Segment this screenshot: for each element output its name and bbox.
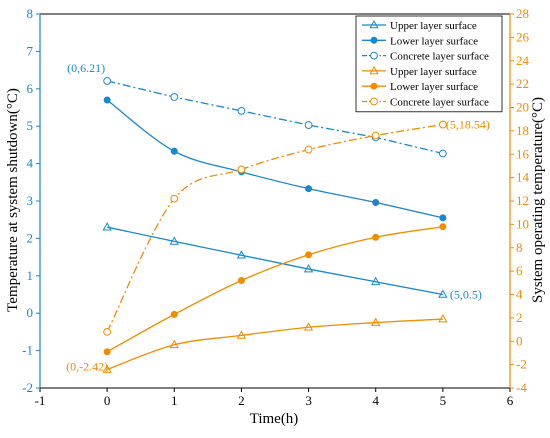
legend-swatch-marker bbox=[370, 36, 378, 44]
right-tick-label: 6 bbox=[516, 263, 523, 278]
left-tick-label: 2 bbox=[27, 230, 34, 245]
data-point-1 bbox=[372, 198, 380, 206]
right-tick-label: 14 bbox=[516, 170, 530, 185]
data-point-4 bbox=[372, 233, 380, 241]
data-point-3 bbox=[169, 339, 179, 349]
data-label: (5,0.5) bbox=[450, 288, 482, 302]
legend-swatch-marker bbox=[370, 82, 378, 90]
right-tick-label: 24 bbox=[516, 53, 530, 68]
right-tick-label: 22 bbox=[516, 76, 529, 91]
series-line-3 bbox=[106, 318, 443, 371]
legend-label: Upper layer surface bbox=[390, 20, 477, 32]
left-axis-title: Temperature at system shutdown(°C) bbox=[5, 88, 21, 312]
left-tick-label: -1 bbox=[22, 343, 33, 358]
legend-label: Upper layer surface bbox=[390, 66, 477, 78]
legend-swatch-marker bbox=[369, 19, 379, 29]
right-tick-label: 8 bbox=[516, 240, 523, 255]
right-tick-label: 2 bbox=[516, 310, 523, 325]
x-tick-label: 4 bbox=[372, 393, 379, 408]
data-point-4 bbox=[305, 251, 313, 259]
data-point-5 bbox=[170, 194, 179, 203]
right-tick-label: 12 bbox=[516, 193, 529, 208]
data-point-4 bbox=[439, 223, 447, 231]
data-point-1 bbox=[439, 214, 447, 222]
x-tick-label: 6 bbox=[507, 393, 514, 408]
data-point-5 bbox=[103, 328, 112, 336]
right-tick-label: -4 bbox=[516, 380, 527, 395]
legend-label: Lower layer surface bbox=[390, 81, 478, 93]
right-tick-label: 0 bbox=[516, 333, 523, 348]
left-tick-label: 8 bbox=[27, 6, 34, 21]
data-point-1 bbox=[305, 185, 313, 193]
x-axis-title: Time(h) bbox=[250, 411, 299, 427]
left-tick-label: 0 bbox=[27, 305, 34, 320]
series-line-5 bbox=[106, 123, 443, 333]
data-point-2 bbox=[237, 106, 246, 115]
data-label: (0,-2.42) bbox=[66, 360, 108, 374]
legend-swatch-marker bbox=[370, 97, 378, 106]
data-point-1 bbox=[103, 96, 111, 104]
x-tick-label: 2 bbox=[238, 393, 245, 408]
data-label: (5,18.54) bbox=[446, 118, 490, 132]
data-point-3 bbox=[303, 322, 314, 331]
legend-swatch-marker bbox=[369, 65, 379, 75]
data-point-2 bbox=[304, 121, 313, 129]
data-point-3 bbox=[236, 330, 247, 339]
data-point-3 bbox=[438, 314, 448, 323]
x-tick-label: -1 bbox=[35, 393, 46, 408]
data-point-4 bbox=[170, 310, 178, 318]
left-tick-label: -2 bbox=[22, 380, 33, 395]
data-point-4 bbox=[103, 348, 111, 356]
right-tick-label: 28 bbox=[516, 6, 529, 21]
right-tick-label: 26 bbox=[516, 29, 530, 44]
right-tick-label: 10 bbox=[516, 216, 529, 231]
x-tick-label: 3 bbox=[305, 393, 312, 408]
legend-label: Concrete layer surface bbox=[390, 97, 489, 109]
right-tick-label: 20 bbox=[516, 100, 529, 115]
legend-label: Lower layer surface bbox=[390, 35, 478, 47]
data-point-2 bbox=[170, 93, 179, 101]
left-tick-label: 1 bbox=[27, 268, 34, 283]
data-point-0 bbox=[102, 222, 112, 231]
series-line-0 bbox=[107, 226, 443, 296]
data-point-5 bbox=[237, 165, 246, 174]
data-point-4 bbox=[237, 276, 245, 284]
right-tick-label: 4 bbox=[516, 287, 523, 302]
left-tick-label: 7 bbox=[27, 43, 34, 58]
left-tick-label: 3 bbox=[27, 193, 34, 208]
x-tick-label: 5 bbox=[440, 393, 447, 408]
x-tick-label: 1 bbox=[171, 393, 178, 408]
series-line-1 bbox=[106, 99, 444, 219]
data-point-3 bbox=[371, 317, 381, 326]
right-tick-label: 16 bbox=[516, 146, 530, 161]
data-point-1 bbox=[170, 147, 178, 155]
data-point-2 bbox=[103, 77, 112, 85]
data-point-0 bbox=[169, 236, 179, 245]
right-axis-title: System operating temperature(°C) bbox=[530, 97, 546, 303]
data-point-0 bbox=[236, 250, 247, 259]
data-point-5 bbox=[438, 120, 447, 129]
data-point-0 bbox=[438, 289, 448, 298]
legend-label: Concrete layer surface bbox=[390, 51, 489, 63]
right-tick-label: 18 bbox=[516, 123, 529, 138]
data-point-0 bbox=[303, 264, 314, 273]
legend-box bbox=[355, 15, 503, 113]
data-label: (0,6.21) bbox=[67, 61, 105, 75]
series-line-4 bbox=[106, 226, 443, 353]
data-point-2 bbox=[438, 149, 447, 158]
legend-swatch-marker bbox=[370, 51, 378, 60]
data-point-0 bbox=[371, 276, 381, 286]
data-point-5 bbox=[371, 131, 380, 140]
left-tick-label: 6 bbox=[27, 81, 34, 96]
left-tick-label: 4 bbox=[27, 156, 34, 171]
data-point-3 bbox=[102, 364, 112, 373]
series-line-2 bbox=[106, 80, 444, 155]
data-point-5 bbox=[304, 145, 313, 154]
x-tick-label: 0 bbox=[104, 393, 111, 408]
right-tick-label: -2 bbox=[516, 357, 527, 372]
left-tick-label: 5 bbox=[27, 118, 34, 133]
